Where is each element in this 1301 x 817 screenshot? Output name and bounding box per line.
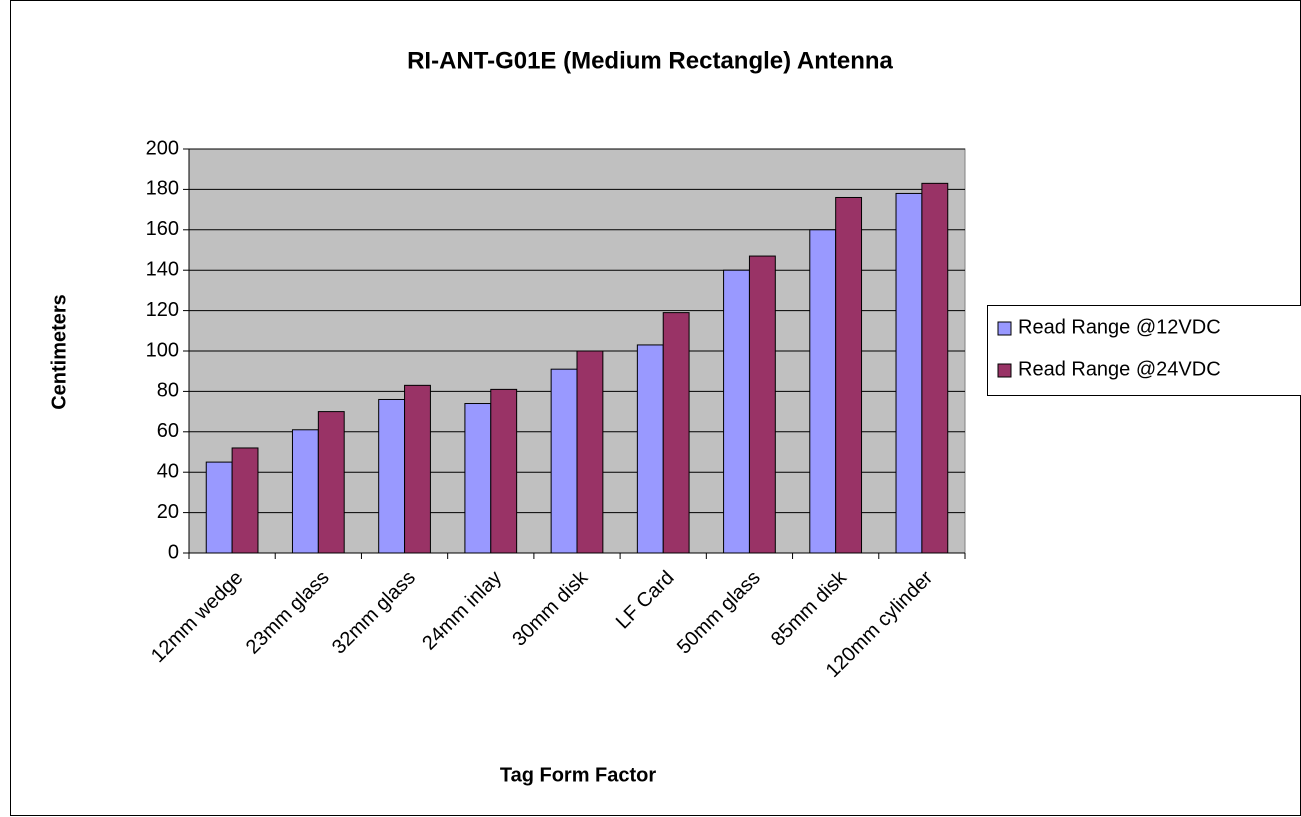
y-tick-label: 120 — [146, 299, 179, 321]
y-tick-label: 40 — [157, 460, 179, 482]
bar — [490, 388, 518, 554]
y-tick-label: 180 — [146, 178, 179, 200]
legend — [987, 305, 1301, 396]
bar — [464, 403, 492, 554]
x-axis-title: Tag Form Factor — [500, 764, 657, 786]
y-tick-label: 60 — [157, 420, 179, 442]
bar — [378, 398, 406, 554]
y-tick-label: 100 — [146, 339, 179, 361]
legend-label: Read Range @12VDC — [1018, 316, 1221, 338]
legend-swatch — [997, 363, 1012, 378]
bar — [748, 255, 776, 554]
chart-title: RI-ANT-G01E (Medium Rectangle) Antenna — [407, 47, 893, 74]
bar — [317, 411, 345, 554]
y-tick-label: 20 — [157, 501, 179, 523]
legend-swatch — [997, 321, 1012, 336]
bar — [291, 429, 319, 554]
bar — [205, 461, 233, 554]
y-axis-title: Centimeters — [48, 294, 70, 410]
bar — [809, 229, 837, 554]
y-tick-label: 140 — [146, 258, 179, 280]
bar — [723, 269, 750, 554]
y-tick-label: 80 — [157, 380, 179, 402]
bar — [662, 312, 690, 554]
bar — [231, 447, 259, 554]
bar — [576, 350, 604, 554]
y-tick-label: 0 — [168, 541, 179, 563]
y-tick-label: 160 — [146, 218, 179, 240]
bar — [404, 384, 431, 554]
legend-label: Read Range @24VDC — [1018, 358, 1221, 380]
bar — [921, 182, 949, 554]
bar — [895, 192, 923, 554]
bar — [636, 344, 664, 554]
y-tick-label: 200 — [146, 137, 179, 159]
bar — [835, 196, 863, 554]
bar — [550, 368, 578, 554]
